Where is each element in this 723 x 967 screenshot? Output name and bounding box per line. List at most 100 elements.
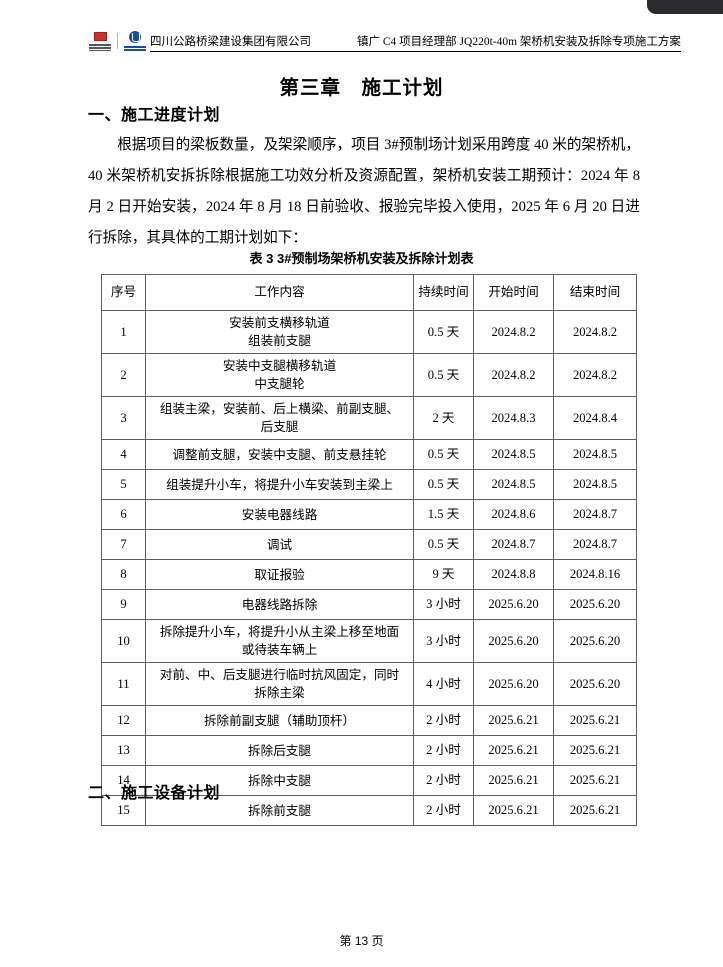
cell-duration: 2 小时 [413, 795, 474, 826]
table-row: 12 拆除前副支腿（辅助顶杆） 2 小时 2025.6.21 2025.6.21 [101, 705, 637, 736]
work-line-2: 组装前支腿 [248, 334, 311, 348]
table-row: 15 拆除前支腿 2 小时 2025.6.21 2025.6.21 [101, 795, 637, 826]
column-header-index: 序号 [101, 274, 146, 311]
cell-duration: 0.5 天 [413, 439, 474, 470]
page-number-footer: 第 13 页 [339, 934, 384, 948]
logo-group [88, 31, 147, 51]
work-line-1: 组装主梁，安装前、后上横梁、前副支腿、 [159, 402, 400, 416]
work-line-1: 拆除前支腿 [248, 803, 311, 818]
cell-work-content: 安装前支横移轨道 组装前支腿 [145, 310, 414, 354]
table-caption: 表 3 3#预制场架桥机安装及拆除计划表 [249, 251, 474, 266]
cell-work-content: 对前、中、后支腿进行临时抗风固定，同时 拆除主梁 [145, 662, 414, 706]
header-project-title: 镇广 C4 项目经理部 JQ220t-40m 架桥机安装及拆除专项施工方案 [357, 36, 681, 48]
section-heading-equipment: 二、施工设备计划 [88, 785, 221, 802]
work-line-2: 或待装车辆上 [241, 643, 318, 657]
header-company-name: 四川公路桥梁建设集团有限公司 [150, 36, 311, 48]
cell-duration: 9 天 [413, 559, 474, 590]
table-row: 6 安装电器线路 1.5 天 2024.8.6 2024.8.7 [101, 499, 637, 530]
cell-end-date: 2024.8.2 [553, 310, 637, 354]
cell-duration: 2 小时 [413, 705, 474, 736]
table-row: 11 对前、中、后支腿进行临时抗风固定，同时 拆除主梁 4 小时 2025.6.20 20… [101, 662, 637, 706]
column-header-start: 开始时间 [473, 274, 554, 311]
cell-end-date: 2024.8.5 [553, 469, 637, 500]
cell-start-date: 2024.8.8 [473, 559, 554, 590]
cell-work-content: 安装电器线路 [145, 499, 414, 530]
work-line-1: 安装电器线路 [241, 507, 318, 522]
column-header-work: 工作内容 [145, 274, 414, 311]
cell-start-date: 2025.6.20 [473, 589, 554, 620]
work-line-2: 后支腿 [260, 420, 299, 434]
cell-end-date: 2024.8.2 [553, 353, 637, 397]
cell-start-date: 2024.8.5 [473, 439, 554, 470]
logo-divider [117, 33, 118, 49]
cell-index: 1 [101, 310, 146, 354]
cell-end-date: 2024.8.7 [553, 529, 637, 560]
cell-index: 3 [101, 396, 146, 440]
cell-end-date: 2025.6.21 [553, 705, 637, 736]
cell-work-content: 电器线路拆除 [145, 589, 414, 620]
work-line-1: 拆除后支腿 [248, 743, 311, 758]
cell-start-date: 2025.6.20 [473, 619, 554, 663]
work-line-1: 拆除前副支腿（辅助顶杆） [203, 713, 356, 728]
cell-work-content: 调试 [145, 529, 414, 560]
work-line-1: 取证报验 [254, 567, 305, 582]
cell-index: 7 [101, 529, 146, 560]
section-heading-schedule: 一、施工进度计划 [88, 107, 221, 124]
cell-start-date: 2024.8.5 [473, 469, 554, 500]
table-row: 1 安装前支横移轨道 组装前支腿 0.5 天 2024.8.2 2024.8.2 [101, 310, 637, 354]
work-line-1: 安装前支横移轨道 [229, 316, 330, 330]
scrbg-logo-icon [123, 31, 147, 51]
cell-duration: 3 小时 [413, 589, 474, 620]
work-line-2: 中支腿轮 [254, 377, 305, 391]
cell-work-content: 取证报验 [145, 559, 414, 590]
schedule-table-wrapper: 序号 工作内容 持续时间 开始时间 结束时间 1 安装前支横移轨道 组装前支腿 0.5… [101, 274, 637, 826]
cell-end-date: 2024.8.7 [553, 499, 637, 530]
header-text-line: 四川公路桥梁建设集团有限公司 镇广 C4 项目经理部 JQ220t-40m 架桥… [150, 35, 681, 52]
column-header-end: 结束时间 [553, 274, 637, 311]
cell-start-date: 2024.8.3 [473, 396, 554, 440]
cell-end-date: 2025.6.20 [553, 619, 637, 663]
work-line-2: 拆除主梁 [254, 686, 305, 700]
cell-index: 14 [101, 765, 146, 796]
work-line-1: 调试 [266, 537, 293, 552]
cell-start-date: 2024.8.2 [473, 353, 554, 397]
cell-index: 9 [101, 589, 146, 620]
cell-work-content: 调整前支腿，安装中支腿、前支悬挂轮 [145, 439, 414, 470]
cell-end-date: 2025.6.20 [553, 662, 637, 706]
cell-work-content: 拆除前副支腿（辅助顶杆） [145, 705, 414, 736]
cell-start-date: 2025.6.20 [473, 662, 554, 706]
cell-end-date: 2025.6.20 [553, 589, 637, 620]
cell-duration: 0.5 天 [413, 310, 474, 354]
table-row: 14 拆除中支腿 2 小时 2025.6.21 2025.6.21 [101, 765, 637, 796]
cell-work-content: 拆除后支腿 [145, 735, 414, 766]
cell-end-date: 2025.6.21 [553, 795, 637, 826]
table-header-row: 序号 工作内容 持续时间 开始时间 结束时间 [101, 274, 637, 311]
table-row: 13 拆除后支腿 2 小时 2025.6.21 2025.6.21 [101, 735, 637, 766]
table-row: 4 调整前支腿，安装中支腿、前支悬挂轮 0.5 天 2024.8.5 2024.8.5 [101, 439, 637, 470]
cell-index: 6 [101, 499, 146, 530]
cell-duration: 2 天 [413, 396, 474, 440]
cell-end-date: 2025.6.21 [553, 735, 637, 766]
chapter-title: 第三章 施工计划 [279, 77, 444, 99]
cell-index: 11 [101, 662, 146, 706]
cell-work-content: 拆除提升小车，将提升小从主梁上移至地面 或待装车辆上 [145, 619, 414, 663]
table-row: 8 取证报验 9 天 2024.8.8 2024.8.16 [101, 559, 637, 590]
table-row: 10 拆除提升小车，将提升小从主梁上移至地面 或待装车辆上 3 小时 2025.6.20… [101, 619, 637, 663]
cell-end-date: 2024.8.16 [553, 559, 637, 590]
column-header-duration: 持续时间 [413, 274, 474, 311]
cell-duration: 0.5 天 [413, 469, 474, 500]
cell-index: 2 [101, 353, 146, 397]
top-right-overlay-bar [647, 0, 723, 14]
table-row: 5 组装提升小车，将提升小车安装到主梁上 0.5 天 2024.8.5 2024.8.5 [101, 469, 637, 500]
cell-duration: 0.5 天 [413, 529, 474, 560]
schedule-paragraph: 根据项目的梁板数量，及架梁顺序，项目 3#预制场计划采用跨度 40 米的架桥机，… [88, 137, 640, 246]
cell-work-content: 拆除中支腿 [145, 765, 414, 796]
work-line-1: 对前、中、后支腿进行临时抗风固定，同时 [159, 668, 400, 682]
cell-start-date: 2024.8.7 [473, 529, 554, 560]
cell-start-date: 2025.6.21 [473, 705, 554, 736]
work-line-1: 拆除中支腿 [248, 773, 311, 788]
cell-duration: 3 小时 [413, 619, 474, 663]
sbg-group-logo-icon [88, 31, 112, 51]
work-line-1: 拆除提升小车，将提升小从主梁上移至地面 [159, 625, 400, 639]
